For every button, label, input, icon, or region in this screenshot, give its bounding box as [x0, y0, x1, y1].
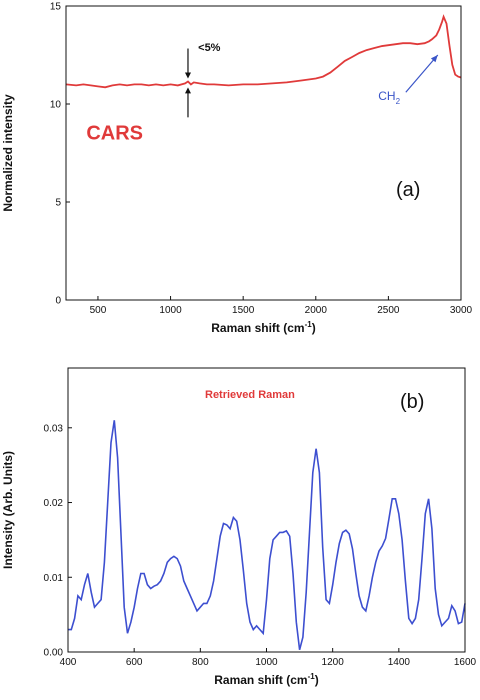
- ch2-arrow-shaft: [405, 54, 439, 93]
- panel-b-chart: 400 600 800 1000 1200 1400 1600 0.00 0.01 0.02 0.0…: [1, 367, 477, 687]
- less-than-5-percent-annotation: <5%: [198, 42, 221, 54]
- ch2-annotation-main: CH: [378, 89, 395, 103]
- cars-annotation: CARS: [86, 122, 143, 144]
- up-arrow-head: [184, 87, 191, 94]
- panel-b-x-tick-label-1000: 1000: [255, 657, 278, 668]
- panel-b-y-tick-label-3: 0.03: [44, 423, 64, 434]
- panel-b-x-tick-label-600: 600: [126, 657, 143, 668]
- panel-a-x-axis-label-end: ): [312, 321, 316, 335]
- down-arrow-head: [184, 72, 191, 79]
- panel-b-y-tick-label-2: 0.02: [44, 498, 64, 509]
- panel-a-frame: [65, 5, 462, 301]
- panel-b-y-axis-label: Intensity (Arb. Units): [1, 451, 15, 569]
- panel-a-chart: 500 1000 1500 2000 2500 3000 0 5 10 15 (a) Normal…: [1, 2, 473, 336]
- panel-b-x-axis-label-end: ): [315, 673, 319, 687]
- panel-b-x-axis-label-sup: -1: [308, 672, 316, 681]
- panel-a-y-tick-label-1: 5: [55, 198, 61, 209]
- panel-a-y-tick-label-3: 15: [50, 2, 62, 13]
- panel-b-x-tick-label-1200: 1200: [322, 657, 345, 668]
- panel-a-x-tick-label-1500: 1500: [232, 305, 255, 316]
- panel-a-y-tick-label-0: 0: [55, 296, 61, 307]
- panel-b-x-tick-label-400: 400: [60, 657, 77, 668]
- panel-a-x-tick-label-1000: 1000: [159, 305, 182, 316]
- panel-a-x-axis-label-sup: -1: [305, 320, 313, 329]
- panel-b-x-axis-label: Raman shift (cm-1): [214, 672, 318, 687]
- retrieved-raman-title: Retrieved Raman: [205, 389, 295, 401]
- panel-a-y-tick-label-2: 10: [50, 100, 62, 111]
- panel-a-x-axis-label: Raman shift (cm-1): [211, 320, 315, 335]
- panel-b-frame: [67, 367, 466, 653]
- panel-b-x-axis-label-main: Raman shift (cm: [214, 673, 307, 687]
- cars-series-line: [65, 14, 462, 89]
- ch2-arrow-head: [430, 55, 438, 63]
- retrieved-raman-series-line: [68, 420, 466, 651]
- annotation-arrows: [184, 48, 439, 118]
- ch2-annotation-sub: 2: [396, 97, 401, 106]
- panel-a-y-axis-label: Normalized intensity: [1, 94, 15, 212]
- panel-b-label: (b): [400, 391, 424, 413]
- panel-b-y-tick-label-1: 0.01: [44, 573, 64, 584]
- panel-b-x-tick-label-1600: 1600: [454, 657, 477, 668]
- panel-a-x-tick-label-2500: 2500: [377, 305, 400, 316]
- panel-a-x-tick-label-500: 500: [90, 305, 107, 316]
- panel-a-x-tick-label-3000: 3000: [450, 305, 473, 316]
- panel-b-x-tick-label-800: 800: [192, 657, 209, 668]
- ch2-annotation: CH2: [378, 89, 400, 106]
- panel-a-label: (a): [396, 179, 420, 201]
- panel-b-y-tick-label-0: 0.00: [44, 648, 64, 659]
- panel-b-x-tick-label-1400: 1400: [388, 657, 411, 668]
- panel-a-x-axis-label-main: Raman shift (cm: [211, 321, 304, 335]
- panel-a-x-tick-label-2000: 2000: [305, 305, 328, 316]
